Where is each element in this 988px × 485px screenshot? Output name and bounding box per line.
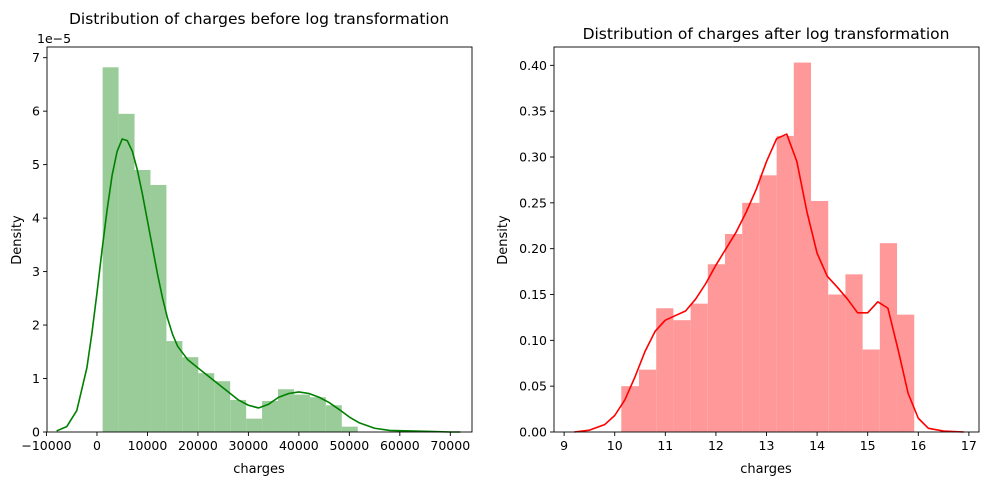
right-histogram-bar xyxy=(879,243,898,432)
right-x-tick-label: 9 xyxy=(560,438,568,453)
left-x-tick-label: 10000 xyxy=(128,438,168,453)
right-histogram-bar xyxy=(793,62,812,432)
right-y-tick-label: 0.00 xyxy=(519,425,547,440)
right-histogram-bar xyxy=(707,264,726,432)
left-histogram-bar xyxy=(325,405,342,432)
left-y-tick-label: 6 xyxy=(32,104,40,119)
right-x-tick-label: 10 xyxy=(607,438,623,453)
right-histogram-bar xyxy=(742,202,760,432)
right-y-tick-label: 0.30 xyxy=(519,150,547,165)
right-histogram-bar xyxy=(776,135,794,432)
right-histogram-bar xyxy=(621,386,639,432)
right-histogram-bar xyxy=(811,201,829,432)
left-x-tick-label: 40000 xyxy=(279,438,319,453)
left-y-tick-label: 7 xyxy=(32,50,40,65)
left-histogram-bar xyxy=(198,373,215,432)
left-histogram-bar xyxy=(246,418,263,432)
right-chart: Distribution of charges after log transf… xyxy=(496,25,980,477)
right-histogram-bar xyxy=(639,369,657,432)
right-y-tick-label: 0.15 xyxy=(519,287,547,302)
left-chart-ylabel: Density xyxy=(10,215,25,265)
left-x-tick-label: 0 xyxy=(93,438,101,453)
right-chart-xlabel: charges xyxy=(740,462,792,477)
left-histogram-bar xyxy=(262,400,279,432)
right-y-tick-label: 0.10 xyxy=(519,333,547,348)
left-y-tick-label: 0 xyxy=(32,425,40,440)
left-histogram-bar xyxy=(182,357,199,432)
left-axes-frame xyxy=(46,46,473,433)
right-histogram-bar xyxy=(828,294,846,432)
left-histogram-bar xyxy=(278,389,294,432)
right-y-tick-label: 0.25 xyxy=(519,195,547,210)
right-x-tick-label: 15 xyxy=(860,438,876,453)
left-chart-xlabel: charges xyxy=(233,462,285,477)
left-chart-title: Distribution of charges before log trans… xyxy=(69,10,449,28)
left-x-tick-label: 50000 xyxy=(329,438,369,453)
left-y-tick-label: 3 xyxy=(32,264,40,279)
right-histogram-bar xyxy=(759,175,777,433)
right-histogram-bar xyxy=(725,234,743,432)
right-y-tick-label: 0.05 xyxy=(519,379,547,394)
left-y-tick-label: 1 xyxy=(32,371,40,386)
right-histogram-bar xyxy=(690,303,708,432)
left-histogram-bar xyxy=(166,341,183,432)
left-y-tick-label: 5 xyxy=(32,157,40,172)
left-histogram-bar xyxy=(230,399,247,432)
left-x-tick-label: 70000 xyxy=(430,438,470,453)
right-x-tick-label: 11 xyxy=(657,438,673,453)
left-y-tick-label: 4 xyxy=(32,211,40,226)
left-x-tick-label: −10000 xyxy=(21,438,71,453)
left-kde-line xyxy=(56,138,461,433)
right-y-tick-label: 0.20 xyxy=(519,241,547,256)
right-y-tick-label: 0.35 xyxy=(519,104,547,119)
right-histogram-bar xyxy=(845,274,863,432)
left-x-tick-label: 30000 xyxy=(229,438,269,453)
left-chart: Distribution of charges before log trans… xyxy=(10,10,473,477)
right-x-tick-label: 14 xyxy=(809,438,825,453)
right-histogram-bar xyxy=(673,320,691,432)
right-chart-ylabel: Density xyxy=(496,215,511,265)
left-histogram-bar xyxy=(214,381,231,432)
left-x-tick-label: 20000 xyxy=(178,438,218,453)
right-histogram-bar xyxy=(656,308,674,432)
left-histogram-bar xyxy=(293,394,310,432)
right-histogram-bar xyxy=(897,314,915,432)
left-histogram-bar xyxy=(102,67,119,432)
right-histogram-bar xyxy=(862,349,880,432)
left-chart-y-offset: 1e−5 xyxy=(37,31,71,46)
left-y-tick-label: 2 xyxy=(32,318,40,333)
left-histogram-bar xyxy=(341,426,358,432)
right-kde-line xyxy=(574,133,964,433)
right-x-tick-label: 13 xyxy=(759,438,775,453)
left-x-tick-label: 60000 xyxy=(380,438,420,453)
left-histogram-bar xyxy=(309,397,326,432)
left-histogram-bar xyxy=(150,184,167,432)
right-y-tick-label: 0.40 xyxy=(519,58,547,73)
right-chart-title: Distribution of charges after log transf… xyxy=(583,25,950,43)
left-histogram-bar xyxy=(118,113,135,433)
right-x-tick-label: 17 xyxy=(961,438,977,453)
right-x-tick-label: 12 xyxy=(708,438,724,453)
right-x-tick-label: 16 xyxy=(910,438,926,453)
left-histogram-bar xyxy=(134,169,151,432)
